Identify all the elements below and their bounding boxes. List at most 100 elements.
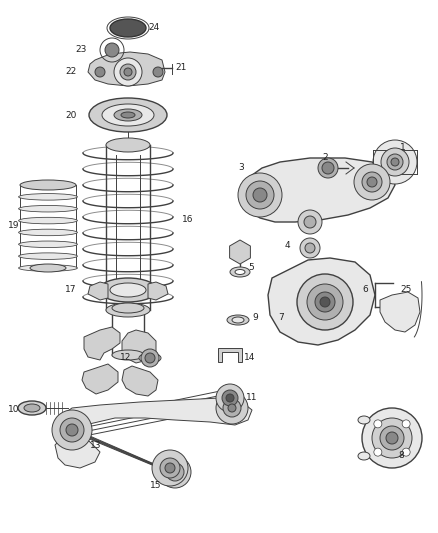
- Text: 3: 3: [238, 164, 244, 173]
- Circle shape: [238, 173, 282, 217]
- Circle shape: [297, 274, 353, 330]
- Circle shape: [320, 297, 330, 307]
- Polygon shape: [122, 366, 158, 396]
- Circle shape: [367, 177, 377, 187]
- Circle shape: [52, 410, 92, 450]
- Ellipse shape: [230, 267, 250, 277]
- Polygon shape: [268, 258, 375, 345]
- Circle shape: [354, 164, 390, 200]
- Polygon shape: [242, 158, 395, 222]
- Text: 14: 14: [244, 353, 255, 362]
- Circle shape: [95, 67, 105, 77]
- Polygon shape: [88, 52, 165, 86]
- Polygon shape: [380, 292, 420, 332]
- Ellipse shape: [30, 264, 66, 272]
- Text: 11: 11: [246, 393, 258, 402]
- Circle shape: [153, 67, 163, 77]
- Circle shape: [66, 424, 78, 436]
- Circle shape: [322, 162, 334, 174]
- Text: 16: 16: [182, 215, 194, 224]
- Ellipse shape: [18, 217, 78, 224]
- Text: 23: 23: [75, 45, 86, 54]
- Circle shape: [105, 43, 119, 57]
- Circle shape: [307, 284, 343, 320]
- Text: 24: 24: [148, 23, 159, 33]
- Circle shape: [386, 432, 398, 444]
- Polygon shape: [88, 282, 108, 300]
- Circle shape: [305, 243, 315, 253]
- Text: 2: 2: [322, 154, 328, 163]
- Ellipse shape: [112, 303, 144, 313]
- Circle shape: [253, 188, 267, 202]
- Text: 20: 20: [65, 110, 76, 119]
- Text: 5: 5: [248, 263, 254, 272]
- Circle shape: [216, 392, 248, 424]
- Ellipse shape: [24, 404, 40, 412]
- Circle shape: [226, 394, 234, 402]
- Ellipse shape: [110, 283, 146, 297]
- Circle shape: [362, 172, 382, 192]
- Text: 4: 4: [285, 240, 291, 249]
- Ellipse shape: [235, 270, 245, 274]
- Text: 13: 13: [90, 440, 102, 449]
- Text: 22: 22: [65, 68, 76, 77]
- Circle shape: [216, 384, 244, 412]
- Polygon shape: [230, 240, 251, 264]
- Text: 12: 12: [120, 353, 131, 362]
- Circle shape: [402, 448, 410, 456]
- Ellipse shape: [358, 452, 370, 460]
- Circle shape: [300, 238, 320, 258]
- Ellipse shape: [232, 317, 244, 323]
- Polygon shape: [122, 330, 156, 363]
- Polygon shape: [148, 282, 168, 300]
- Ellipse shape: [358, 416, 370, 424]
- Circle shape: [304, 216, 316, 228]
- Circle shape: [374, 420, 382, 428]
- Ellipse shape: [18, 265, 78, 271]
- Ellipse shape: [106, 138, 150, 152]
- Ellipse shape: [20, 180, 76, 190]
- Circle shape: [362, 408, 422, 468]
- Ellipse shape: [18, 229, 78, 236]
- Ellipse shape: [18, 253, 78, 260]
- Circle shape: [152, 450, 188, 486]
- Circle shape: [380, 426, 404, 450]
- Ellipse shape: [110, 19, 146, 37]
- Polygon shape: [84, 327, 120, 360]
- Text: 8: 8: [398, 450, 404, 459]
- Circle shape: [145, 353, 155, 363]
- Text: 10: 10: [8, 406, 20, 415]
- Ellipse shape: [89, 98, 167, 132]
- Ellipse shape: [121, 112, 135, 118]
- Text: 17: 17: [65, 286, 77, 295]
- Circle shape: [373, 140, 417, 184]
- Circle shape: [159, 456, 191, 488]
- Text: 15: 15: [150, 481, 162, 490]
- Text: 21: 21: [175, 63, 187, 72]
- Circle shape: [228, 404, 236, 412]
- Ellipse shape: [18, 401, 46, 415]
- Circle shape: [402, 420, 410, 428]
- Circle shape: [372, 418, 412, 458]
- Text: 6: 6: [362, 286, 368, 295]
- Circle shape: [318, 158, 338, 178]
- Ellipse shape: [18, 241, 78, 247]
- Circle shape: [381, 148, 409, 176]
- Ellipse shape: [227, 315, 249, 325]
- Circle shape: [120, 64, 136, 80]
- Ellipse shape: [112, 350, 144, 360]
- Circle shape: [166, 463, 184, 481]
- Ellipse shape: [99, 278, 157, 302]
- Polygon shape: [218, 348, 242, 362]
- Polygon shape: [55, 398, 252, 468]
- Circle shape: [141, 349, 159, 367]
- Text: 9: 9: [252, 313, 258, 322]
- Circle shape: [60, 418, 84, 442]
- Circle shape: [222, 390, 238, 406]
- Circle shape: [374, 448, 382, 456]
- Text: 25: 25: [400, 286, 411, 295]
- Ellipse shape: [18, 193, 78, 200]
- Circle shape: [315, 292, 335, 312]
- Circle shape: [114, 58, 142, 86]
- Circle shape: [246, 181, 274, 209]
